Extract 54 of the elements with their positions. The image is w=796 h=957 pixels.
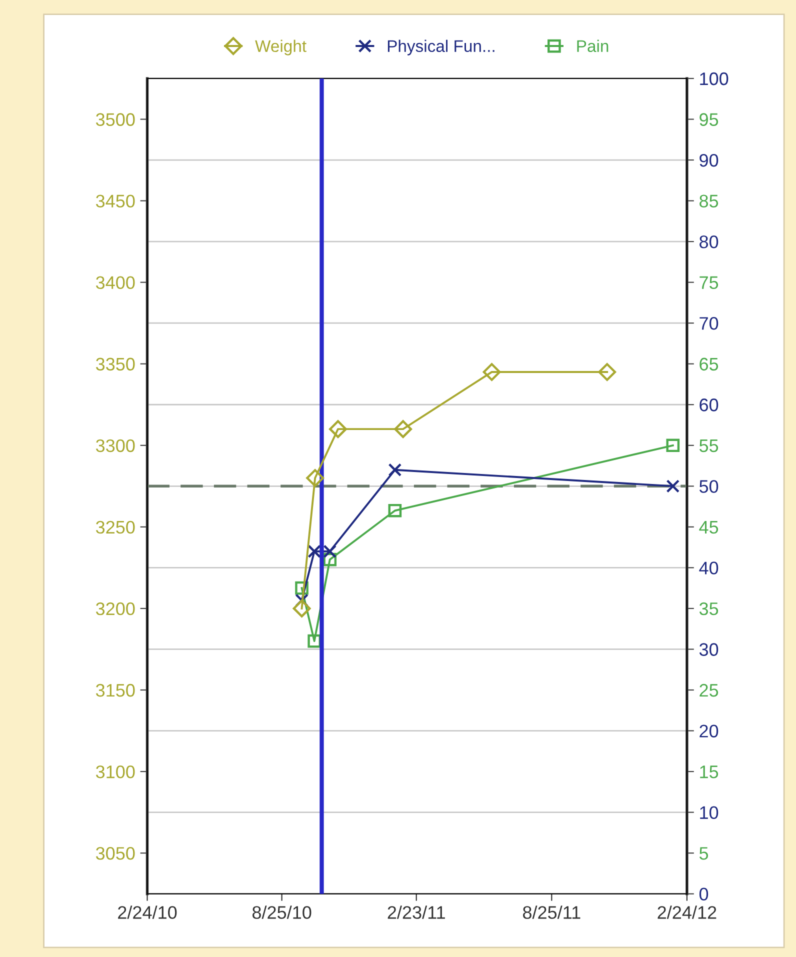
x-tick-label: 2/23/11 [388,906,445,919]
y-tick-label: 3100 [96,765,135,778]
y-tick-label: 3500 [96,113,135,126]
y-tick-label: 3300 [96,439,135,452]
y2-tick-label: 75 [700,276,718,290]
point [666,479,680,493]
y-tick-label: 3450 [96,194,135,208]
x-tick-label: 2/24/10 [118,906,177,919]
y2-tick-label: 55 [699,440,718,452]
point [295,581,308,595]
y2-tick-label: 20 [700,724,718,738]
point [666,438,680,452]
y2-tick-label: 100 [700,72,728,86]
y-tick-label: 3050 [96,847,135,860]
point [598,363,616,381]
point [329,420,347,438]
point [308,544,322,558]
y2-tick-label: 35 [699,602,718,616]
y2-tick-label: 70 [700,317,718,330]
y2-tick-label: 30 [699,643,718,656]
y2-tick-label: 50 [699,480,718,493]
y-tick-label: 3350 [96,358,135,371]
x-tick-label: 8/25/10 [252,906,312,919]
y2-tick-label: 45 [699,521,718,534]
y-tick-label: 3250 [96,520,135,534]
legend-label: Physical Fun... [388,40,494,56]
y2-tick-label: 85 [700,194,718,208]
y2-tick-label: 25 [700,684,718,697]
y2-tick-label: 0 [699,888,708,901]
y2-tick-label: 60 [700,398,718,412]
y-tick-label: 3150 [96,684,135,697]
y2-tick-label: 65 [700,358,718,371]
x-tick-label: 2/24/12 [658,906,716,919]
y2-tick-label: 10 [700,806,718,820]
y-tick-label: 3400 [96,276,135,290]
x-tick-label: 8/25/11 [522,906,580,919]
point [323,544,337,558]
y2-tick-label: 5 [699,847,708,860]
point [482,363,501,381]
point [323,552,337,566]
point [388,463,402,477]
y2-tick-label: 15 [700,766,718,778]
point [388,504,402,518]
y2-tick-label: 80 [700,235,718,248]
y2-tick-label: 40 [699,562,718,574]
point [308,634,322,648]
legend-label: Weight [255,40,306,56]
legend-label: Pain [577,40,608,52]
y-tick-label: 3200 [96,602,135,616]
point [394,420,412,438]
point [306,469,324,487]
y2-tick-label: 95 [700,113,718,126]
y2-tick-label: 90 [700,154,718,167]
point [292,599,311,618]
